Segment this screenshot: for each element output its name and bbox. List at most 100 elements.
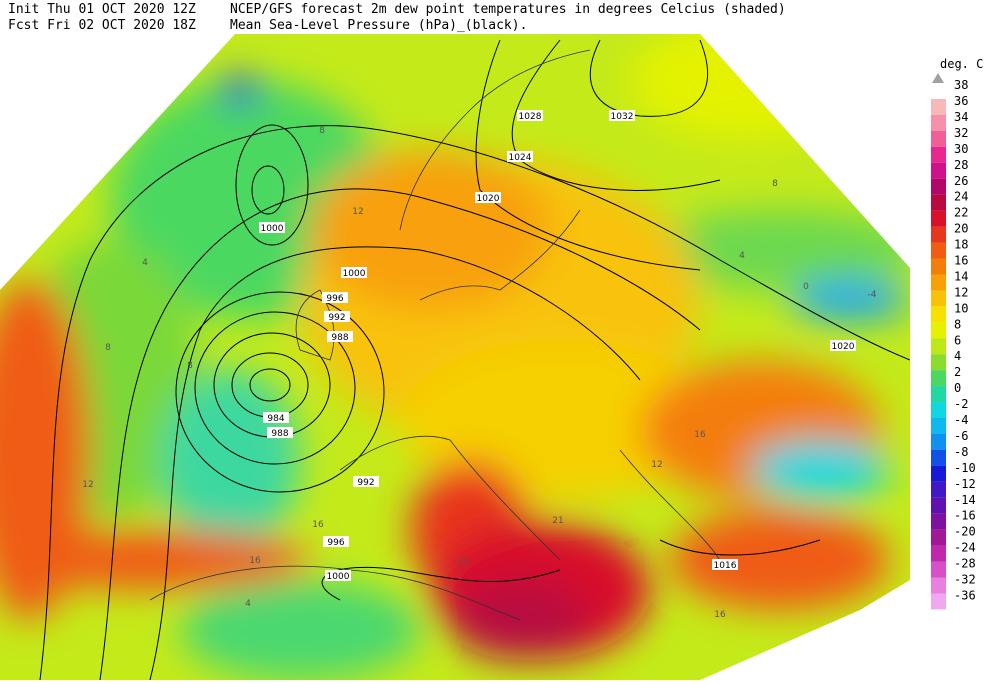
isobar-label: 1020 xyxy=(477,194,500,204)
legend-label: -16 xyxy=(954,509,976,523)
isobar-label: 988 xyxy=(331,333,348,343)
legend-label: -36 xyxy=(954,588,976,602)
isobar-label-box xyxy=(322,292,348,303)
isobar-label-box xyxy=(341,267,367,278)
legend-swatch xyxy=(931,370,946,387)
legend-label: -8 xyxy=(954,445,968,459)
isobar-label-box xyxy=(323,536,349,547)
dewpoint-label: 4 xyxy=(245,599,251,609)
isobar-label-box xyxy=(267,427,293,438)
legend-label: 10 xyxy=(954,301,968,315)
dewpoint-label: 21 xyxy=(457,558,468,568)
legend-swatch xyxy=(931,226,946,243)
legend-swatch xyxy=(931,561,946,578)
legend-label: -4 xyxy=(954,413,968,427)
title: NCEP/GFS forecast 2m dew point temperatu… xyxy=(230,2,786,17)
dewpoint-label: 8 xyxy=(319,126,325,136)
legend-swatch xyxy=(931,529,946,546)
legend-top-arrow xyxy=(932,73,944,83)
legend-label: 6 xyxy=(954,333,961,347)
dewpoint-label: 8 xyxy=(772,179,778,189)
isobar-label-box xyxy=(259,222,285,233)
isobar-label: 1000 xyxy=(343,269,366,279)
legend-label: 0 xyxy=(954,381,961,395)
legend-swatch xyxy=(931,593,946,610)
legend-swatch xyxy=(931,418,946,434)
legend-label: 12 xyxy=(954,285,968,299)
legend-label: 22 xyxy=(954,206,968,220)
dewpoint-label: 8 xyxy=(187,361,193,371)
dewpoint-label: -4 xyxy=(868,290,877,300)
legend-label: -14 xyxy=(954,493,976,507)
dewpoint-label: 21 xyxy=(552,516,563,526)
legend-swatch xyxy=(931,465,946,482)
dewpoint-label: 8 xyxy=(105,343,111,353)
legend-label: -28 xyxy=(954,557,976,571)
isobar-label: 1016 xyxy=(714,561,737,571)
legend-label: 18 xyxy=(954,238,968,252)
legend-swatch xyxy=(931,433,946,450)
isobar-label: 984 xyxy=(267,414,284,424)
legend-label: 2 xyxy=(954,365,961,379)
legend-swatch xyxy=(931,322,946,339)
map xyxy=(0,34,910,680)
isobar-label-box xyxy=(712,559,738,570)
legend-label: 32 xyxy=(954,126,968,140)
legend: 38363432302826242220181614121086420-2-4-… xyxy=(931,73,976,610)
legend-label: 20 xyxy=(954,222,968,236)
legend-label: 8 xyxy=(954,317,961,331)
forecast-time: Fcst Fri 02 OCT 2020 18Z xyxy=(8,18,196,33)
legend-swatch xyxy=(931,386,946,403)
dewpoint-label: 16 xyxy=(714,610,726,620)
legend-swatch xyxy=(931,242,946,259)
isobar-label: 1032 xyxy=(611,112,634,122)
isobar-label-box xyxy=(263,412,289,423)
legend-swatch xyxy=(931,258,946,275)
coastlines xyxy=(149,49,721,621)
legend-swatch xyxy=(931,338,946,355)
legend-swatch xyxy=(931,114,946,131)
legend-label: 34 xyxy=(954,110,968,124)
legend-label: -20 xyxy=(954,525,976,539)
isobar-label-box xyxy=(353,476,379,487)
map-labels: 1028 1032 1024 1020 1000 1000 996 992 988 984 988 9… xyxy=(82,110,877,620)
isobar-label-box xyxy=(517,110,543,121)
legend-swatch xyxy=(931,146,946,163)
dewpoint-label: 16 xyxy=(694,430,706,440)
legend-label: -6 xyxy=(954,429,968,443)
subtitle: Mean Sea-Level Pressure (hPa)_(black). xyxy=(230,18,527,33)
legend-swatch xyxy=(931,497,946,514)
isobar-label: 996 xyxy=(327,538,344,548)
isobar-label: 1024 xyxy=(509,153,532,163)
legend-swatch xyxy=(931,130,946,147)
legend-swatch xyxy=(931,513,946,530)
legend-label: -32 xyxy=(954,573,976,587)
isobar-label: 1028 xyxy=(519,112,542,122)
legend-label: -2 xyxy=(954,397,968,411)
isobar-label-box xyxy=(325,570,351,581)
legend-label: -12 xyxy=(954,477,976,491)
isobar-label-box xyxy=(830,340,856,351)
legend-swatch xyxy=(931,481,946,498)
legend-label: -10 xyxy=(954,461,976,475)
legend-label: 36 xyxy=(954,94,968,108)
dewpoint-label: 16 xyxy=(249,556,261,566)
legend-swatch xyxy=(931,449,946,466)
isobar-label-box xyxy=(475,192,501,203)
legend-unit: deg. C xyxy=(940,57,983,71)
legend-swatch xyxy=(931,306,946,323)
legend-swatch xyxy=(931,178,946,195)
legend-swatch xyxy=(931,194,946,211)
legend-label: 24 xyxy=(954,190,968,204)
dewpoint-label: 4 xyxy=(142,258,148,268)
dewpoint-label: 12 xyxy=(82,480,93,490)
legend-swatch xyxy=(931,274,946,291)
legend-swatch xyxy=(931,210,946,227)
dewpoint-label: 4 xyxy=(739,251,745,261)
isobar-label: 1020 xyxy=(832,342,855,352)
legend-label: -24 xyxy=(954,541,976,555)
isobar-label-box xyxy=(507,151,533,162)
isobar-label: 996 xyxy=(326,294,343,304)
isobar-label: 1000 xyxy=(261,224,284,234)
